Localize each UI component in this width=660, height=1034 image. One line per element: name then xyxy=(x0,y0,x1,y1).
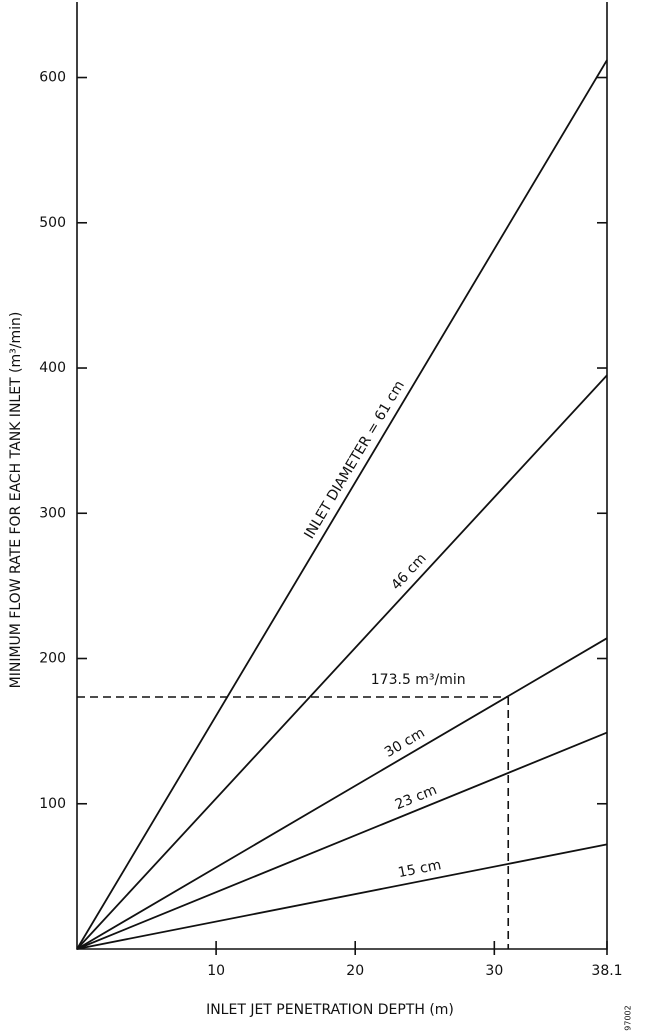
y-axis-label: MINIMUM FLOW RATE FOR EACH TANK INLET (m… xyxy=(8,312,24,689)
y-tick-label: 600 xyxy=(39,70,66,86)
axis-frame xyxy=(76,2,608,950)
y-tick-label: 500 xyxy=(39,215,66,231)
x-tick-label: 38.1 xyxy=(591,963,622,979)
y-tick-label: 300 xyxy=(39,505,66,521)
series-line xyxy=(76,843,608,950)
y-tick-label: 100 xyxy=(39,796,66,812)
figure-id: 97002 xyxy=(624,1005,633,1030)
y-tick-label: 200 xyxy=(39,651,66,667)
series-line xyxy=(76,374,608,950)
line-label: 23 cm xyxy=(393,782,439,813)
line-label: INLET DIAMETER = 61 cm xyxy=(301,378,407,542)
annotation: 173.5 m³/min xyxy=(371,672,466,688)
series-line xyxy=(76,637,608,950)
series-line xyxy=(76,731,608,950)
x-tick-label: 20 xyxy=(346,963,364,979)
series-line xyxy=(76,59,608,950)
line-label: 46 cm xyxy=(388,550,429,593)
x-tick-label: 10 xyxy=(207,963,225,979)
x-tick-label: 30 xyxy=(485,963,503,979)
x-axis-label: INLET JET PENETRATION DEPTH (m) xyxy=(206,1002,454,1018)
y-tick-label: 400 xyxy=(39,360,66,376)
line-label: 30 cm xyxy=(382,725,428,761)
